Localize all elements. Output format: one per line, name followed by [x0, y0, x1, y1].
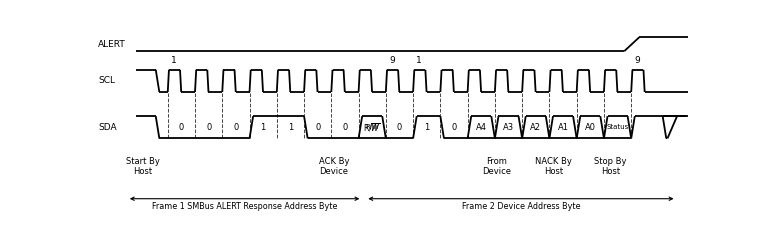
- Text: 9: 9: [635, 56, 640, 65]
- Text: A3: A3: [503, 123, 514, 132]
- Text: 0: 0: [397, 123, 402, 132]
- Text: ACK By
Device: ACK By Device: [319, 157, 350, 176]
- Text: 9: 9: [389, 56, 394, 65]
- Text: 0: 0: [343, 123, 347, 132]
- Text: 0: 0: [233, 123, 239, 132]
- Text: Start By
Host: Start By Host: [126, 157, 160, 176]
- Text: Frame 2 Device Address Byte: Frame 2 Device Address Byte: [462, 202, 580, 211]
- Text: Stop By
Host: Stop By Host: [594, 157, 627, 176]
- Text: 1: 1: [424, 123, 429, 132]
- Text: SCL: SCL: [98, 76, 115, 85]
- Text: A4: A4: [476, 123, 487, 132]
- Text: A0: A0: [585, 123, 596, 132]
- Text: Frame 1 SMBus ALERT Response Address Byte: Frame 1 SMBus ALERT Response Address Byt…: [152, 202, 337, 211]
- Text: 1: 1: [260, 123, 266, 132]
- Text: Status: Status: [607, 124, 629, 130]
- Text: 1: 1: [416, 56, 422, 65]
- Text: 1: 1: [171, 56, 177, 65]
- Text: 1: 1: [288, 123, 293, 132]
- Text: NACK By
Host: NACK By Host: [535, 157, 572, 176]
- Text: 0: 0: [206, 123, 212, 132]
- Text: R/$\overline{W}$: R/$\overline{W}$: [363, 121, 381, 134]
- Text: SDA: SDA: [98, 123, 117, 132]
- Text: 0: 0: [179, 123, 184, 132]
- Text: A1: A1: [557, 123, 569, 132]
- Text: A2: A2: [530, 123, 541, 132]
- Text: 0: 0: [315, 123, 320, 132]
- Text: R/W: R/W: [365, 124, 379, 130]
- Text: 0: 0: [451, 123, 456, 132]
- Text: From
Device: From Device: [482, 157, 511, 176]
- Text: ALERT: ALERT: [98, 40, 126, 49]
